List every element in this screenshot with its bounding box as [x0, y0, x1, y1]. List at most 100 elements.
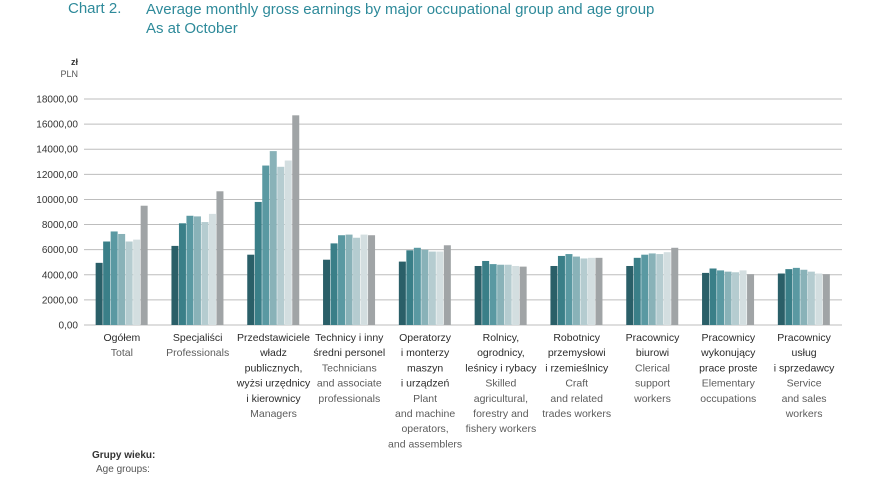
- chart-number: Chart 2.: [68, 0, 122, 17]
- bar: [323, 259, 331, 325]
- bar: [519, 266, 527, 325]
- x-category-label-pl: Ogółem: [104, 332, 141, 344]
- bar: [338, 235, 346, 325]
- y-unit-en: PLN: [60, 69, 78, 79]
- y-tick-label: 18000,00: [36, 95, 78, 106]
- bar: [269, 151, 277, 325]
- bar: [193, 216, 201, 325]
- x-category-label-pl: Rolnicy,: [483, 332, 520, 344]
- x-category-label-pl: i monterzy: [401, 347, 450, 359]
- x-category-label-pl: Przedstawiciele: [237, 332, 310, 344]
- bar: [216, 191, 224, 325]
- bar: [626, 265, 634, 325]
- bar: [777, 273, 785, 325]
- bar: [595, 257, 603, 325]
- x-category-label-en: agricultural,: [474, 393, 528, 405]
- bar: [724, 271, 732, 325]
- x-category-label-pl: wykonujący: [700, 347, 756, 359]
- x-category-label-en: and associate: [317, 378, 382, 390]
- y-tick-label: 4000,00: [42, 270, 79, 281]
- bar: [739, 270, 747, 325]
- y-tick-label: 14000,00: [36, 145, 78, 156]
- bar: [815, 273, 823, 325]
- bar: [277, 166, 285, 325]
- x-category-label-pl: Robotnicy: [553, 332, 600, 344]
- bar: [550, 265, 558, 325]
- x-category-label-en: Service: [787, 378, 822, 390]
- y-tick-label: 10000,00: [36, 195, 78, 206]
- bar: [103, 241, 111, 325]
- bar: [474, 265, 482, 325]
- bar: [254, 201, 262, 325]
- x-category-label-en: Technicians: [322, 362, 377, 374]
- bar: [284, 160, 292, 325]
- x-category-label-pl: i kierownicy: [246, 393, 301, 405]
- bar: [580, 258, 588, 325]
- bar: [717, 270, 725, 325]
- x-category-label-en: Skilled: [485, 378, 516, 390]
- legend-title-en: Age groups:: [96, 464, 150, 475]
- bar: [125, 241, 133, 325]
- bar: [497, 264, 505, 325]
- x-category-label-en: operators,: [401, 423, 448, 435]
- x-category-label-pl: władz: [259, 347, 287, 359]
- bar: [95, 262, 103, 325]
- bar: [413, 247, 421, 325]
- bar: [292, 115, 300, 325]
- bar: [178, 223, 186, 325]
- x-category-label-pl: średni personel: [313, 347, 385, 359]
- bar: [482, 260, 490, 325]
- bar: [792, 267, 800, 325]
- x-category-label-en: and sales: [782, 393, 827, 405]
- bar: [353, 237, 361, 325]
- bar: [572, 256, 580, 325]
- bar: [345, 234, 353, 325]
- bar: [800, 269, 808, 325]
- x-category-label-en: workers: [633, 393, 671, 405]
- y-tick-label: 12000,00: [36, 170, 78, 181]
- x-category-label-pl: prace proste: [699, 362, 758, 374]
- x-category-label-pl: Pracownicy: [701, 332, 755, 344]
- bar: [785, 269, 793, 325]
- bar: [565, 254, 573, 325]
- bar: [247, 254, 255, 325]
- x-category-label-pl: wyżsi urzędnicy: [236, 378, 311, 390]
- x-category-label-en: and related: [550, 393, 603, 405]
- bar: [330, 243, 338, 325]
- x-category-label-en: Elementary: [702, 378, 756, 390]
- bar: [732, 272, 740, 325]
- x-category-label-en: trades workers: [542, 408, 611, 420]
- bar: [747, 274, 755, 325]
- x-category-label-pl: Pracownicy: [777, 332, 831, 344]
- bar: [406, 250, 414, 325]
- bar: [208, 213, 216, 325]
- bar: [504, 264, 512, 325]
- x-category-label-en: Managers: [250, 408, 297, 420]
- bar: [641, 254, 649, 325]
- bar: [436, 251, 444, 325]
- chart-title-line2: As at October: [146, 20, 238, 37]
- x-category-label-en: Total: [111, 347, 133, 359]
- x-category-label-en: and assemblers: [388, 438, 462, 450]
- bar: [702, 272, 710, 325]
- bar: [648, 253, 656, 325]
- bar: [663, 252, 671, 325]
- y-tick-label: 0,00: [59, 321, 79, 332]
- bar: [201, 222, 209, 325]
- bar: [557, 255, 565, 325]
- y-tick-label: 16000,00: [36, 120, 78, 131]
- bar: [633, 257, 641, 325]
- bar: [360, 234, 368, 325]
- y-unit-pl: zł: [70, 57, 78, 67]
- x-category-label-en: Plant: [413, 393, 437, 405]
- x-category-label-pl: przemysłowi: [548, 347, 606, 359]
- x-category-label-en: support: [635, 378, 670, 390]
- x-category-label-pl: i sprzedawcy: [774, 362, 835, 374]
- x-category-label-en: workers: [785, 408, 823, 420]
- x-category-label-en: occupations: [700, 393, 756, 405]
- x-category-label-pl: usług: [792, 347, 817, 359]
- x-category-label-pl: i urządzeń: [401, 378, 450, 390]
- chart-title-line1: Average monthly gross earnings by major …: [146, 1, 655, 18]
- chart-title: Average monthly gross earnings by major …: [146, 0, 654, 38]
